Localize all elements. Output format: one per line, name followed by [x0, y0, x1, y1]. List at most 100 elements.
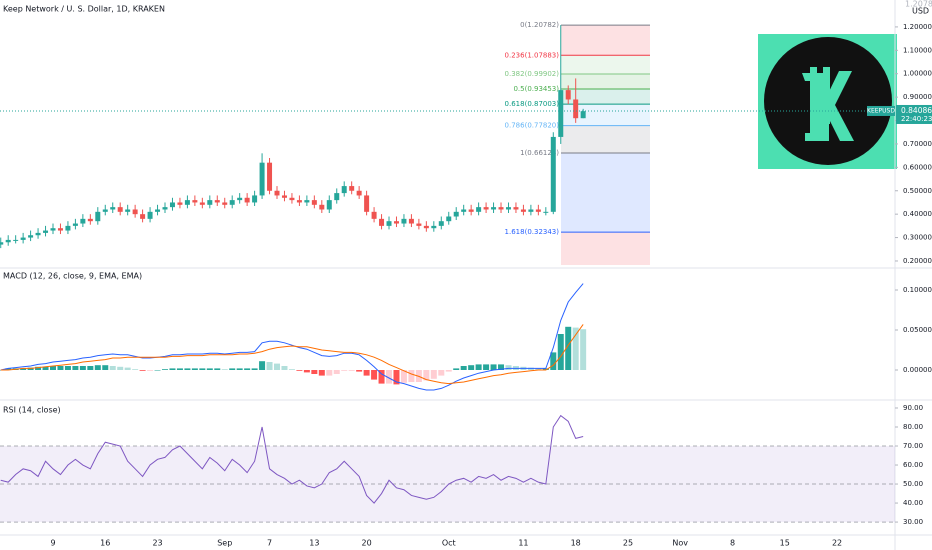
histogram-bar	[371, 370, 378, 380]
histogram-bar	[57, 366, 64, 370]
y-tick-label: 70.00	[903, 442, 923, 450]
candle-body	[259, 162, 265, 196]
histogram-bar	[580, 329, 587, 370]
candle-body	[408, 218, 414, 224]
fib-zone	[561, 55, 650, 74]
candle-body	[289, 197, 295, 201]
y-tick-label: 0.90000	[903, 93, 932, 101]
histogram-bar	[109, 366, 116, 370]
price-label: 0.84086	[901, 106, 932, 115]
candle-body	[43, 230, 49, 233]
candle-body	[117, 207, 123, 212]
fib-label: 0.236(1.07883)	[505, 51, 560, 59]
histogram-bar	[221, 369, 228, 370]
candle-body	[199, 202, 205, 205]
candle-body	[505, 207, 511, 210]
histogram-bar	[408, 370, 415, 382]
histogram-bar	[117, 366, 124, 370]
candle-body	[349, 186, 355, 191]
histogram-bar	[363, 370, 370, 376]
fib-label: 1(0.66124)	[520, 149, 559, 157]
histogram-bar	[438, 370, 445, 376]
candle-body	[207, 200, 213, 205]
candle-body	[244, 197, 250, 203]
x-tick-label: 15	[780, 539, 790, 548]
histogram-bar	[565, 326, 572, 370]
histogram-bar	[35, 366, 42, 370]
y-tick-label: 30.00	[903, 518, 923, 526]
histogram-bar	[42, 366, 49, 370]
fib-label: 0.786(0.77820)	[505, 122, 560, 130]
y-tick-label: 1.10000	[903, 46, 932, 54]
histogram-bar	[505, 365, 512, 370]
y-tick-label: 90.00	[903, 404, 923, 412]
candle-body	[155, 209, 161, 212]
candle-body	[13, 239, 19, 241]
x-tick-label: Nov	[672, 539, 688, 548]
candle-body	[274, 190, 280, 196]
fib-zone	[561, 25, 650, 56]
candle-body	[573, 99, 579, 119]
histogram-bar	[498, 364, 505, 370]
histogram-bar	[311, 370, 318, 374]
candle-body	[132, 209, 138, 215]
fib-label: 0.382(0.99902)	[505, 70, 560, 78]
candle-body	[35, 232, 41, 236]
candle-body	[304, 200, 310, 203]
values-line	[0, 414, 584, 504]
x-tick-label: 16	[100, 539, 110, 548]
histogram-bar	[229, 368, 236, 370]
y-tick-label: 1.20000	[903, 23, 932, 31]
candle-body	[214, 200, 220, 203]
histogram-bar	[393, 370, 400, 385]
y-tick-label: 60.00	[903, 461, 923, 469]
histogram-bar	[303, 370, 310, 373]
histogram-bar	[445, 370, 452, 372]
histogram-bar	[453, 368, 460, 370]
candle-body	[281, 195, 287, 198]
symbol-label: KEEPUSD	[867, 107, 895, 114]
histogram-bar	[341, 370, 348, 371]
histogram-bar	[490, 364, 497, 370]
candle-body	[296, 200, 302, 203]
histogram-bar	[386, 370, 393, 384]
candle-body	[334, 193, 340, 201]
candle-body	[401, 218, 407, 224]
histogram-bar	[132, 369, 139, 370]
y-tick-label: 0.50000	[903, 187, 932, 195]
histogram-bar	[296, 370, 303, 371]
histogram-bar	[184, 368, 191, 370]
histogram-bar	[274, 363, 281, 370]
histogram-bar	[483, 364, 490, 370]
candle-body	[87, 218, 93, 222]
y-tick-label: 0.05000	[903, 326, 932, 334]
histogram-bar	[79, 366, 86, 370]
y-tick-label: 50.00	[903, 480, 923, 488]
candle-body	[229, 200, 235, 205]
fib-zone	[561, 125, 650, 154]
fib-label: 1.618(0.32343)	[505, 228, 560, 236]
x-tick-label: 22	[832, 539, 842, 548]
histogram-bar	[326, 370, 333, 376]
histogram-bar	[162, 369, 169, 370]
y-tick-label: 0.10000	[903, 286, 932, 294]
histogram-bar	[169, 368, 176, 370]
candle-body	[80, 218, 86, 224]
candle-body	[0, 242, 4, 245]
axis-unit: USD	[912, 7, 929, 16]
y-tick-label: 0.70000	[903, 140, 932, 148]
price-badge	[896, 104, 932, 124]
candle-body	[5, 239, 11, 243]
candle-body	[28, 235, 34, 238]
candle-body	[483, 207, 489, 210]
candle-body	[20, 237, 26, 240]
x-tick-label: 18	[571, 539, 581, 548]
x-tick-label: 20	[362, 539, 372, 548]
chart-title: Keep Network / U. S. Dollar, 1D, KRAKEN	[3, 5, 165, 14]
candle-body	[184, 200, 190, 205]
histogram-bar	[236, 368, 243, 370]
y-tick-label: 80.00	[903, 423, 923, 431]
signal-line	[0, 324, 584, 385]
